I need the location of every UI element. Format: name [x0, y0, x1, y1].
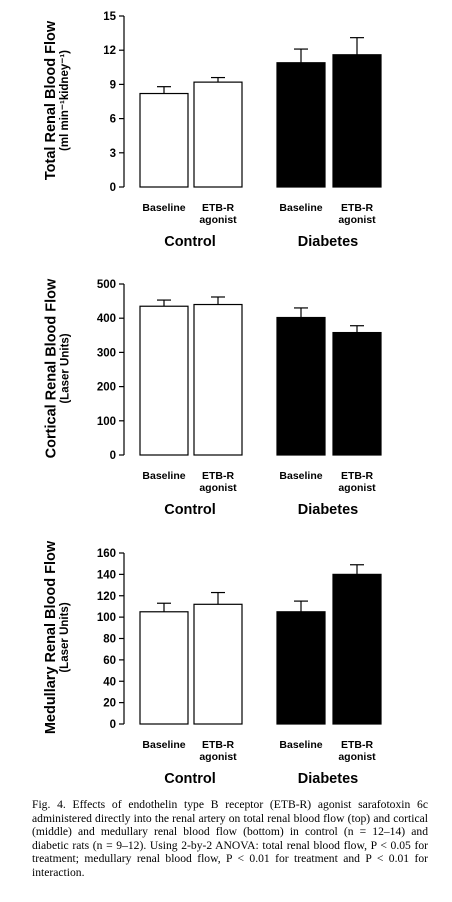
bar: [276, 316, 326, 456]
y-tick-label: 15: [103, 11, 116, 23]
y-tick-label: 0: [110, 450, 116, 462]
x-category-label: ETB-R: [341, 470, 373, 482]
y-tick-label: 40: [103, 676, 116, 688]
x-category-label: agonist: [338, 214, 376, 226]
y-tick-label: 3: [110, 148, 116, 160]
y-tick-label: 300: [97, 347, 116, 359]
y-tick-label: 0: [110, 719, 116, 731]
figure-caption: Fig. 4. Effects of endothelin type B rec…: [32, 798, 428, 879]
x-category-label: ETB-R: [202, 739, 234, 751]
y-tick-label: 0: [110, 182, 116, 194]
x-group-label: Control: [164, 502, 216, 518]
x-category-label: Baseline: [279, 202, 322, 214]
x-group-label: Control: [164, 771, 216, 787]
y-tick-label: 6: [110, 114, 116, 126]
x-category-label: Baseline: [142, 202, 185, 214]
x-category-label: Baseline: [279, 739, 322, 751]
x-category-label: agonist: [199, 482, 237, 494]
x-category-label: ETB-R: [202, 202, 234, 214]
y-tick-label: 12: [103, 45, 116, 57]
x-category-label: agonist: [338, 751, 376, 763]
x-category-label: ETB-R: [202, 470, 234, 482]
x-category-label: Baseline: [142, 470, 185, 482]
medullary-renal-blood-flow-chart: Medullary Renal Blood Flow (Laser Units)…: [0, 537, 452, 799]
bar: [139, 92, 189, 188]
bar: [332, 54, 382, 188]
x-category-label: ETB-R: [341, 739, 373, 751]
y-tick-label: 140: [97, 569, 116, 581]
bar: [332, 573, 382, 725]
y-tick-label: 100: [97, 416, 116, 428]
y-tick-label: 160: [97, 548, 116, 560]
y-tick-label: 9: [110, 79, 116, 91]
x-category-label: Baseline: [142, 739, 185, 751]
bar: [139, 305, 189, 456]
bar: [276, 62, 326, 188]
x-category-label: Baseline: [279, 470, 322, 482]
x-group-label: Control: [164, 234, 216, 250]
y-tick-label: 20: [103, 698, 116, 710]
x-group-label: Diabetes: [298, 234, 358, 250]
bar: [193, 303, 243, 456]
cortical-renal-blood-flow-chart: Cortical Renal Blood Flow (Laser Units) …: [0, 268, 452, 530]
x-category-label: agonist: [338, 482, 376, 494]
x-category-label: agonist: [199, 751, 237, 763]
bar: [332, 331, 382, 456]
bar: [139, 611, 189, 725]
y-tick-label: 200: [97, 382, 116, 394]
y-tick-label: 120: [97, 591, 116, 603]
x-category-label: ETB-R: [341, 202, 373, 214]
y-tick-label: 80: [103, 634, 116, 646]
x-category-label: agonist: [199, 214, 237, 226]
x-group-label: Diabetes: [298, 771, 358, 787]
y-tick-label: 400: [97, 313, 116, 325]
total-renal-blood-flow-chart: Total Renal Blood Flow (ml min⁻¹kidney⁻¹…: [0, 0, 452, 262]
bar: [193, 81, 243, 188]
x-group-label: Diabetes: [298, 502, 358, 518]
bar: [193, 603, 243, 725]
bar: [276, 611, 326, 725]
y-tick-label: 500: [97, 279, 116, 291]
y-tick-label: 60: [103, 655, 116, 667]
y-tick-label: 100: [97, 612, 116, 624]
